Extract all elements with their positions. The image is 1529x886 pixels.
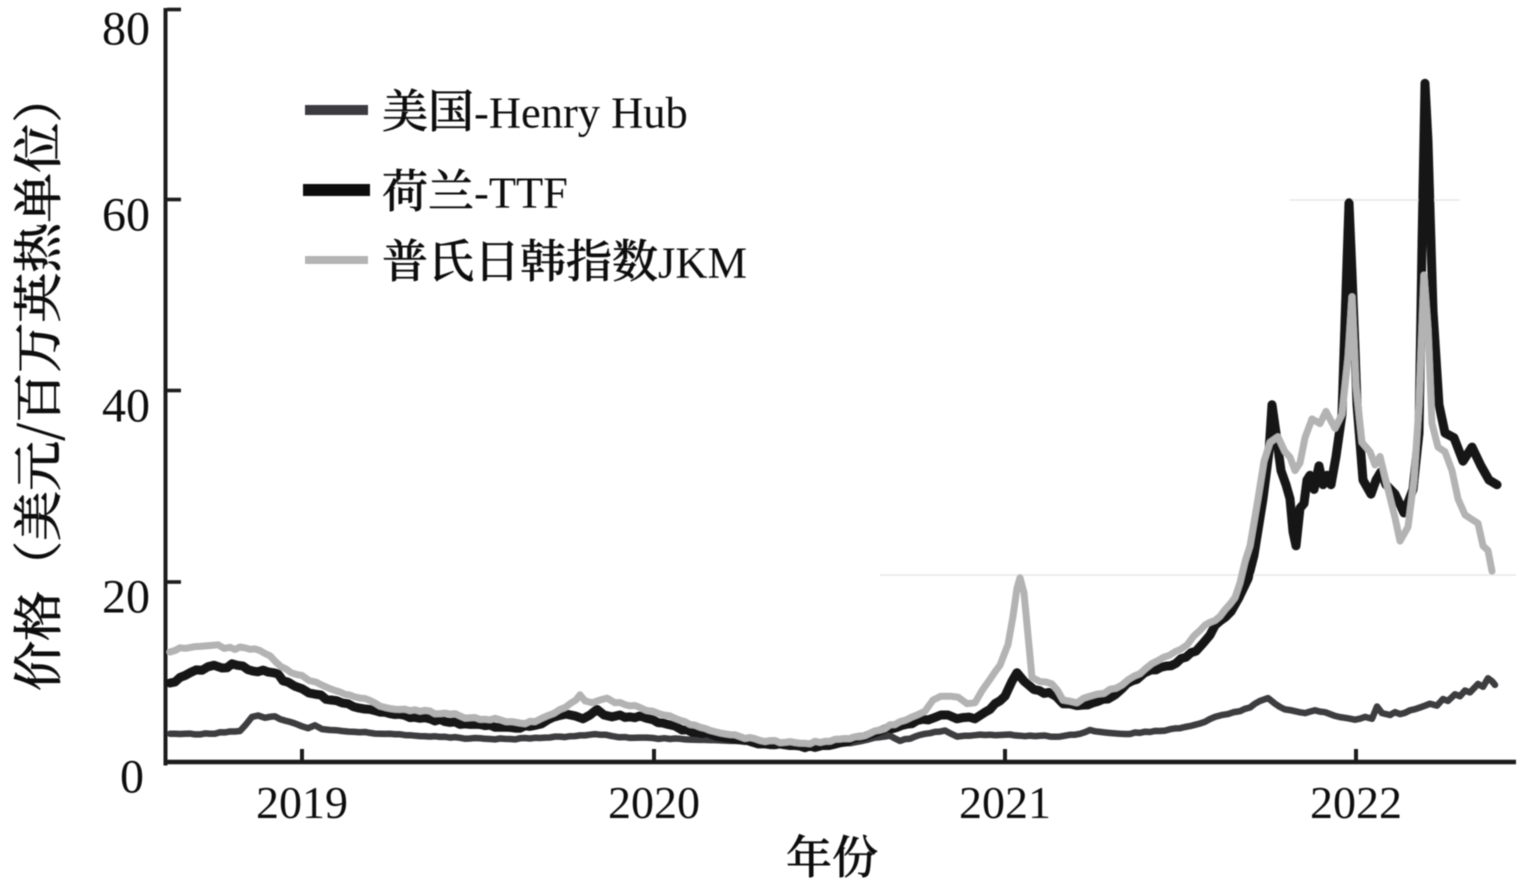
svg-text:40: 40 xyxy=(102,380,150,433)
svg-text:2020: 2020 xyxy=(608,777,700,828)
svg-text:80: 80 xyxy=(102,3,150,56)
svg-text:0: 0 xyxy=(120,751,144,804)
svg-text:2019: 2019 xyxy=(256,777,348,828)
svg-text:60: 60 xyxy=(102,189,150,242)
svg-text:-TTF: -TTF xyxy=(474,168,568,218)
svg-text:JKM: JKM xyxy=(658,238,747,288)
svg-text:-Henry Hub: -Henry Hub xyxy=(474,88,688,138)
svg-text:2021: 2021 xyxy=(959,777,1051,828)
svg-text:20: 20 xyxy=(102,571,150,624)
svg-text:2022: 2022 xyxy=(1310,777,1402,828)
